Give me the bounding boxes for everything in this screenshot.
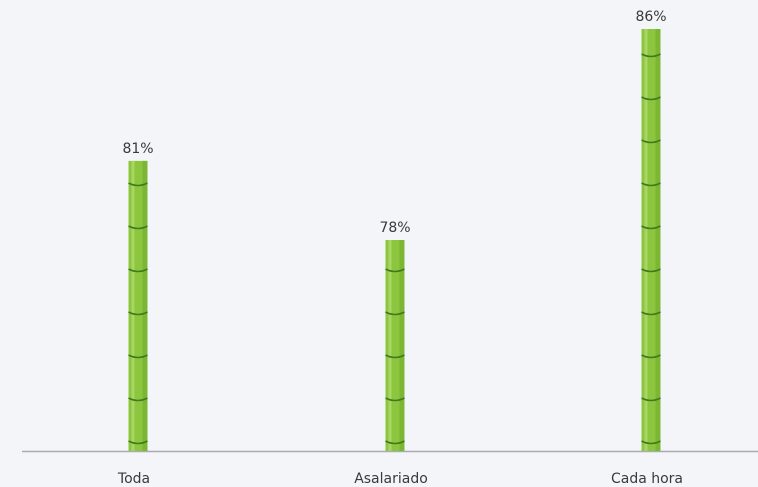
bamboo-node [128,311,148,316]
bamboo-node [385,268,405,273]
x-tick-label: Asalariado [354,471,428,487]
bamboo-node [128,354,148,359]
bamboo-highlight [644,29,648,451]
bamboo-shade [399,240,405,451]
bamboo-node [641,311,661,316]
bamboo-node [641,268,661,273]
bamboo-highlight [388,240,392,451]
bamboo-node [641,225,661,230]
bamboo-node [641,397,661,402]
x-tick-label: Cada hora [611,471,683,487]
bamboo-shade [655,29,661,451]
bamboo-node [128,182,148,187]
bamboo-node [641,182,661,187]
bamboo-highlight [131,160,135,451]
bamboo-node [128,268,148,273]
bamboo-node [385,311,405,316]
value-label: 86% [635,9,666,25]
bamboo-node [128,225,148,230]
bamboo-node [641,96,661,101]
bamboo-shade [142,160,148,451]
bamboo-node [385,440,405,445]
bamboo-node [385,397,405,402]
bamboo-node [641,53,661,58]
x-tick-label: Toda [117,471,150,487]
bamboo-node [128,397,148,402]
bamboo-node [641,354,661,359]
value-label: 81% [122,141,153,157]
bamboo-node [641,139,661,144]
value-label: 78% [379,220,410,236]
bamboo-node [128,440,148,445]
bamboo-node [385,354,405,359]
bamboo-node [641,440,661,445]
